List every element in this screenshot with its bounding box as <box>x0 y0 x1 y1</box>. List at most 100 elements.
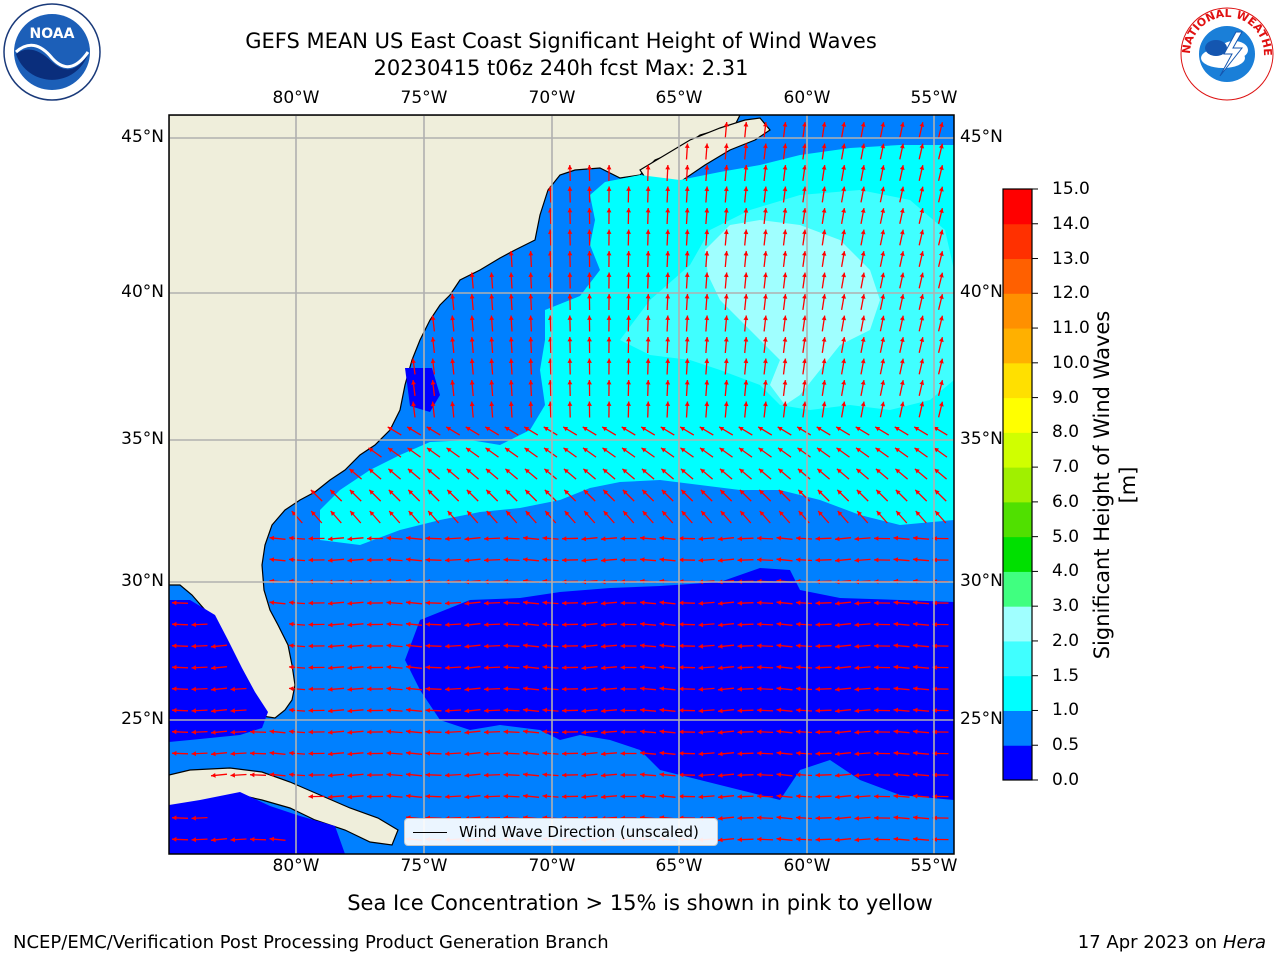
wave-arrow-head <box>821 294 827 299</box>
wave-arrow-head <box>641 468 647 474</box>
footer-date-text: 17 Apr 2023 on <box>1077 932 1218 953</box>
wave-arrow-head <box>802 401 807 407</box>
wave-arrow-head <box>620 729 625 735</box>
wave-arrow-head <box>841 122 846 127</box>
wave-arrow-head <box>603 511 609 516</box>
wave-arrow-head <box>757 707 762 713</box>
wave-arrow-head <box>289 729 294 735</box>
wave-arrow-head <box>737 665 742 671</box>
wave-arrow-head <box>407 447 413 453</box>
colorbar-segment <box>1003 258 1032 294</box>
wave-arrow-head <box>545 511 550 516</box>
wave-arrow-head <box>425 686 430 692</box>
wave-arrow-head <box>698 772 704 778</box>
colorbar <box>1003 188 1038 781</box>
wave-arrow-head <box>269 600 275 605</box>
wave-arrow-head <box>821 143 827 149</box>
wave-arrow-head <box>406 793 411 799</box>
wave-arrow-head <box>367 686 372 692</box>
wave-arrow-head <box>802 315 807 321</box>
wave-arrow-head <box>446 426 452 432</box>
wave-arrow-head <box>289 686 294 692</box>
wave-arrow-head <box>622 489 628 495</box>
wave-arrow-head <box>913 535 918 541</box>
wave-arrow-head <box>640 621 645 627</box>
wave-arrow-head <box>211 687 216 692</box>
wave-arrow-head <box>308 622 313 627</box>
wave-arrow-head <box>523 750 528 756</box>
wave-arrow-head <box>485 447 491 453</box>
wave-arrow-head <box>562 708 567 713</box>
lon-tick-top-75w: 75°W <box>400 88 448 108</box>
wave-arrow-head <box>935 511 940 516</box>
wave-arrow-head <box>211 730 216 735</box>
wave-arrow-head <box>860 294 866 299</box>
wave-arrow-head <box>528 272 534 277</box>
wave-arrow-head <box>718 665 723 671</box>
wave-arrow-head <box>445 622 450 628</box>
wave-arrow-head <box>425 643 430 649</box>
wave-arrow-head <box>291 511 297 516</box>
wave-arrow-head <box>874 815 879 821</box>
wave-arrow-head <box>505 489 511 495</box>
wave-arrow-head <box>581 773 587 778</box>
wave-arrow-head <box>601 536 606 542</box>
wave-arrow-head <box>679 643 684 649</box>
wave-arrow-head <box>386 686 392 692</box>
footer-machine: Hera <box>1222 932 1266 953</box>
wave-arrow-head <box>542 772 548 778</box>
wave-arrow-head <box>289 643 294 649</box>
colorbar-segment <box>1003 710 1032 746</box>
wave-arrow-head <box>308 686 313 692</box>
wave-arrow-head <box>601 729 606 735</box>
colorbar-tick-label: 6.0 <box>1052 491 1080 512</box>
wave-arrow-head <box>308 794 313 799</box>
wave-arrow-head <box>854 643 860 649</box>
wave-arrow-head <box>386 707 392 713</box>
wave-arrow-head <box>328 665 333 671</box>
wave-arrow-head <box>503 621 508 627</box>
wave-arrow-head <box>601 751 606 757</box>
wave-arrow-head <box>841 337 846 342</box>
wave-arrow-head <box>796 535 801 541</box>
wave-arrow-head <box>919 143 925 149</box>
wave-arrow-head <box>508 251 514 256</box>
wave-arrow-head <box>802 380 807 385</box>
wave-arrow-head <box>802 165 807 170</box>
wave-arrow-head <box>450 401 455 407</box>
wave-arrow-head <box>919 401 925 407</box>
wave-arrow-head <box>289 750 294 756</box>
wave-arrow-head <box>857 511 862 516</box>
wave-arrow-head <box>700 489 706 495</box>
wave-arrow-head <box>815 622 820 627</box>
wave-arrow-head <box>835 687 840 692</box>
wave-arrow-head <box>587 208 592 213</box>
wave-arrow-head <box>505 468 511 474</box>
wave-arrow-head <box>411 358 416 364</box>
wave-arrow-head <box>737 772 742 778</box>
colorbar-tick-label: 0.0 <box>1052 770 1080 790</box>
wave-arrow-head <box>680 426 686 432</box>
wave-arrow-head <box>347 536 353 542</box>
wave-arrow-head <box>939 251 944 257</box>
legend-label: Wind Wave Direction (unscaled) <box>459 823 699 841</box>
wave-arrow-head <box>939 208 944 214</box>
wave-arrow-head <box>893 643 899 649</box>
wave-arrow-head <box>684 380 690 385</box>
wave-arrow-head <box>802 272 807 278</box>
wave-arrow-head <box>880 337 886 342</box>
wave-arrow-head <box>899 401 905 407</box>
wave-arrow-head <box>796 664 801 670</box>
lat-tick-left-30n: 30°N <box>121 571 164 591</box>
wave-arrow-head <box>723 229 729 235</box>
wave-arrow-head <box>815 708 820 713</box>
wave-arrow-head <box>508 315 514 320</box>
wave-arrow-head <box>367 751 372 756</box>
wave-arrow-head <box>815 772 820 778</box>
wave-arrow-head <box>289 664 294 670</box>
wave-arrow-head <box>821 122 827 127</box>
wave-arrow-head <box>743 272 749 278</box>
wave-arrow-head <box>172 664 177 670</box>
wave-arrow-head <box>328 729 333 735</box>
wave-arrow-head <box>821 165 827 170</box>
